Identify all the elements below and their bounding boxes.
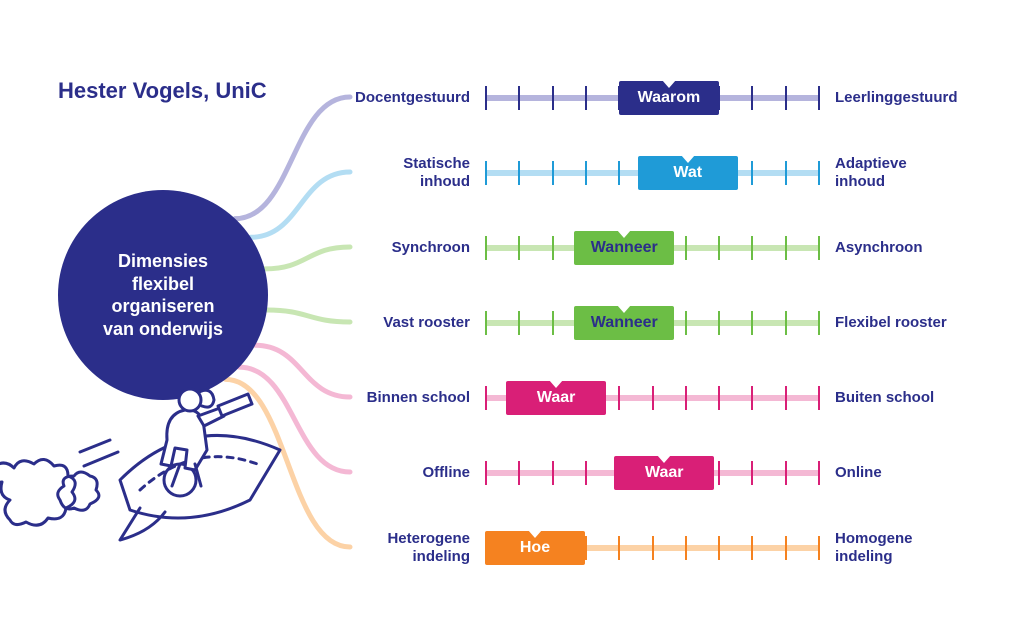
scale-tick: [718, 386, 720, 410]
scale-tick: [818, 536, 820, 560]
scale-tick: [718, 311, 720, 335]
scale-tick: [785, 536, 787, 560]
scale-tick: [718, 236, 720, 260]
hub-circle: Dimensies flexibel organiseren van onder…: [58, 190, 268, 400]
row-label-left: Offline: [350, 464, 485, 481]
row-label-right: Asynchroon: [820, 239, 955, 256]
author-label: Hester Vogels, UniC: [58, 78, 267, 104]
scale-tick: [552, 161, 554, 185]
scale-tick: [685, 386, 687, 410]
slider-handle[interactable]: Waar: [506, 381, 606, 415]
scale-tick: [751, 161, 753, 185]
row-label-left: Statische inhoud: [350, 155, 485, 190]
scale-tick: [518, 461, 520, 485]
slider-handle[interactable]: Wanneer: [574, 306, 674, 340]
scale-tick: [652, 536, 654, 560]
scale-tick: [785, 386, 787, 410]
scale-tick: [585, 536, 587, 560]
scale-tick: [485, 311, 487, 335]
scale-tick: [552, 311, 554, 335]
row-label-right: Adaptieve inhoud: [820, 155, 955, 190]
scale-tick: [552, 461, 554, 485]
scale-tick: [751, 311, 753, 335]
slider-handle[interactable]: Hoe: [485, 531, 585, 565]
slider-handle[interactable]: Wat: [638, 156, 738, 190]
row-label-left: Heterogene indeling: [350, 530, 485, 565]
scale-tick: [785, 161, 787, 185]
connector-path: [235, 97, 350, 219]
row-scale: Wat: [485, 156, 820, 190]
scale-tick: [818, 461, 820, 485]
connector-path: [265, 247, 350, 269]
scale-tick: [518, 161, 520, 185]
row-label-left: Binnen school: [350, 389, 485, 406]
row-label-right: Flexibel rooster: [820, 314, 955, 331]
rocket-illustration: [0, 370, 300, 575]
scale-tick: [618, 161, 620, 185]
scale-tick: [518, 236, 520, 260]
scale-tick: [785, 236, 787, 260]
scale-tick: [652, 386, 654, 410]
row-label-left: Synchroon: [350, 239, 485, 256]
scale-tick: [751, 536, 753, 560]
scale-tick: [751, 461, 753, 485]
scale-tick: [518, 311, 520, 335]
scale-tick: [785, 461, 787, 485]
row-scale: Waar: [485, 381, 820, 415]
scale-tick: [485, 236, 487, 260]
dimension-row: Heterogene indelingHoe Homogene indeling: [350, 510, 1000, 585]
row-scale: Wanneer: [485, 306, 820, 340]
row-label-right: Online: [820, 464, 955, 481]
slider-handle[interactable]: Waar: [614, 456, 714, 490]
dimension-rows: Docentgestuurd Waarom Leerlinggestuurd Stat…: [350, 60, 1000, 585]
scale-tick: [785, 311, 787, 335]
scale-tick: [552, 236, 554, 260]
scale-tick: [718, 461, 720, 485]
row-label-left: Vast rooster: [350, 314, 485, 331]
connector-path: [251, 172, 350, 237]
scale-tick: [818, 161, 820, 185]
scale-tick: [685, 311, 687, 335]
scale-tick: [818, 386, 820, 410]
row-label-right: Leerlinggestuurd: [820, 89, 955, 106]
scale-tick: [818, 236, 820, 260]
row-label-left: Docentgestuurd: [350, 89, 485, 106]
scale-tick: [685, 236, 687, 260]
dimension-row: Synchroon Wanneer Asynchroon: [350, 210, 1000, 285]
row-scale: Wanneer: [485, 231, 820, 265]
connector-path: [267, 310, 350, 322]
scale-tick: [751, 386, 753, 410]
scale-tick: [552, 86, 554, 110]
scale-tick: [618, 536, 620, 560]
row-scale: Waarom: [485, 81, 820, 115]
scale-tick: [718, 536, 720, 560]
dimension-row: Offline Waar Online: [350, 435, 1000, 510]
scale-tick: [485, 161, 487, 185]
dimension-row: Vast rooster Wanneer Flexibel rooster: [350, 285, 1000, 360]
slider-handle[interactable]: Wanneer: [574, 231, 674, 265]
row-scale: Hoe: [485, 531, 820, 565]
dimension-row: Binnen school Waar Buiten school: [350, 360, 1000, 435]
scale-tick: [485, 386, 487, 410]
row-scale: Waar: [485, 456, 820, 490]
scale-tick: [585, 461, 587, 485]
scale-tick: [518, 86, 520, 110]
scale-tick: [585, 161, 587, 185]
hub-text: Dimensies flexibel organiseren van onder…: [78, 250, 248, 340]
row-label-right: Homogene indeling: [820, 530, 955, 565]
scale-tick: [818, 86, 820, 110]
scale-tick: [818, 311, 820, 335]
slider-handle[interactable]: Waarom: [619, 81, 719, 115]
scale-tick: [751, 86, 753, 110]
dimension-row: Docentgestuurd Waarom Leerlinggestuurd: [350, 60, 1000, 135]
scale-tick: [785, 86, 787, 110]
dimension-row: Statische inhoud Wat Adaptieve inhoud: [350, 135, 1000, 210]
scale-tick: [685, 536, 687, 560]
scale-tick: [485, 461, 487, 485]
scale-tick: [618, 386, 620, 410]
scale-tick: [485, 86, 487, 110]
row-label-right: Buiten school: [820, 389, 955, 406]
scale-tick: [751, 236, 753, 260]
scale-tick: [585, 86, 587, 110]
